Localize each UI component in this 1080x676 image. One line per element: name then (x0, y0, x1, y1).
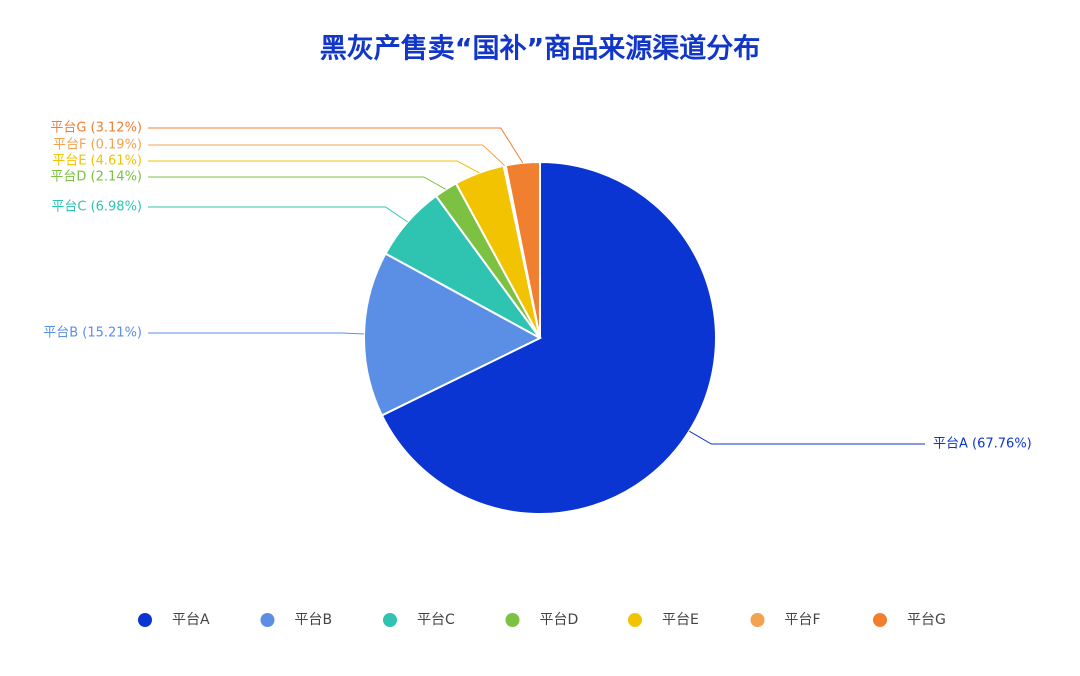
leader-line (148, 206, 408, 223)
legend-marker (628, 613, 642, 627)
legend-label: 平台A (172, 612, 210, 628)
data-label: 平台C (6.98%) (51, 200, 142, 215)
data-label: 平台B (15.21%) (43, 326, 142, 341)
legend-label: 平台F (785, 612, 821, 628)
legend-label: 平台E (662, 612, 699, 628)
leader-line (148, 332, 365, 335)
legend-marker (505, 613, 520, 627)
leader-line (689, 430, 925, 445)
legend-label: 平台D (540, 612, 579, 628)
legend-marker (873, 613, 887, 627)
leader-line (148, 127, 524, 164)
legend-marker (260, 613, 275, 627)
legend-label: 平台B (295, 612, 333, 628)
legend-marker (750, 613, 765, 627)
chart-title: 黑灰产售卖“国补”商品来源渠道分布 (320, 33, 761, 65)
data-label: 平台G (3.12%) (50, 121, 142, 136)
data-label: 平台E (4.61%) (52, 154, 142, 169)
leader-line (148, 144, 506, 166)
legend-label: 平台G (907, 612, 946, 628)
leader-line (148, 160, 480, 174)
pie-slice (380, 160, 717, 515)
data-label: 平台D (2.14%) (50, 170, 142, 185)
data-label: 平台F (0.19%) (53, 138, 142, 153)
legend-label: 平台C (417, 612, 455, 628)
legend-marker (383, 613, 397, 627)
legend-marker (138, 613, 152, 627)
leader-line (148, 176, 447, 190)
data-label: 平台A (67.76%) (933, 437, 1032, 452)
